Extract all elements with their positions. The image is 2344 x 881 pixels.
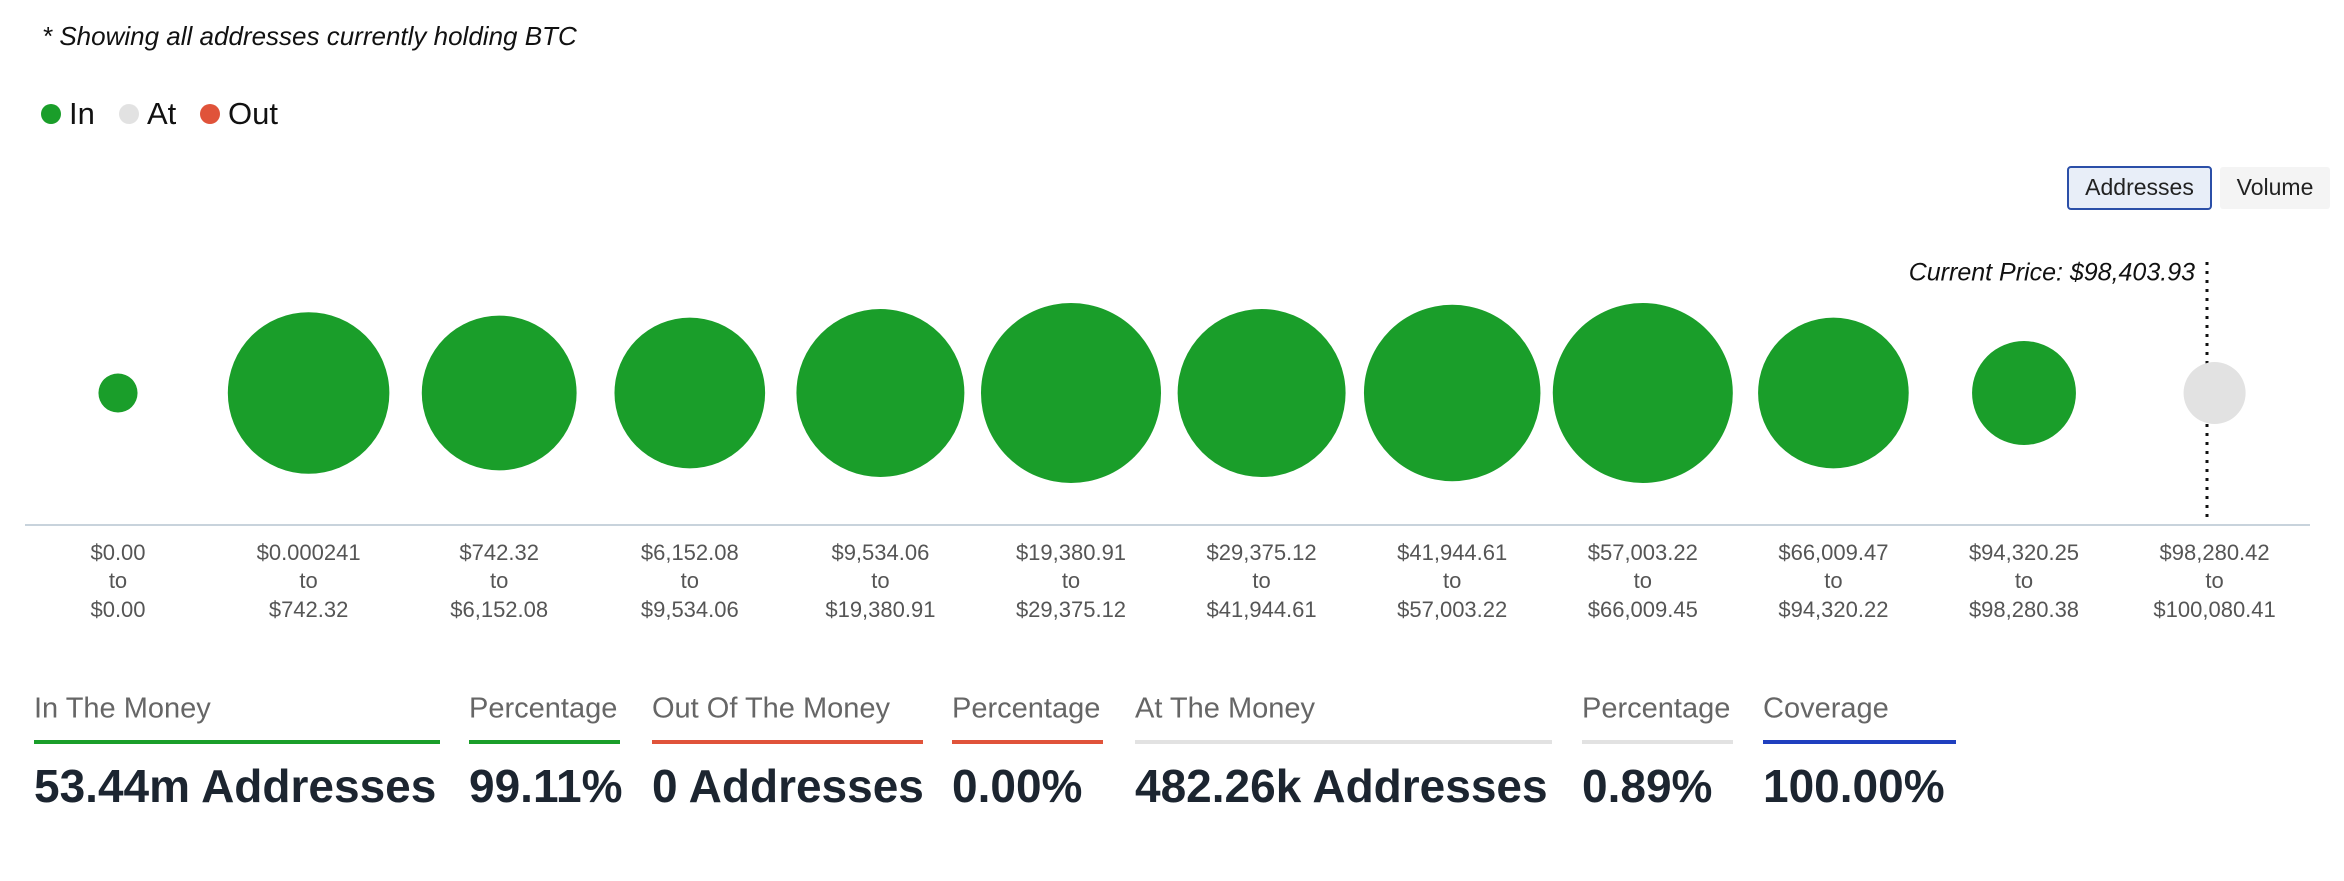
range-to: $100,080.41 — [2153, 597, 2275, 622]
legend-dot — [200, 104, 220, 124]
stat-label: Percentage — [1582, 693, 1730, 725]
stat-value: 0.00% — [952, 760, 1082, 812]
range-to: $6,152.08 — [450, 597, 548, 622]
range-from: $742.32 — [459, 540, 539, 565]
range-to: $9,534.06 — [641, 597, 739, 622]
stat-label: Out Of The Money — [652, 693, 891, 725]
range-word: to — [871, 568, 889, 593]
range-to: $98,280.38 — [1969, 597, 2079, 622]
range-from: $41,944.61 — [1397, 540, 1507, 565]
toggle-button[interactable] — [2067, 166, 2212, 210]
note: * Showing all addresses currently holdin… — [42, 21, 577, 51]
range-to: $19,380.91 — [825, 597, 935, 622]
range-from: $57,003.22 — [1588, 540, 1698, 565]
stat-underline — [469, 740, 620, 744]
legend-label: At — [147, 96, 177, 131]
range-word: to — [1824, 568, 1842, 593]
stat-value: 0.89% — [1582, 760, 1712, 812]
bubble — [796, 309, 965, 477]
range-to: $41,944.61 — [1207, 597, 1317, 622]
range-from: $66,009.47 — [1778, 540, 1888, 565]
stat-underline — [652, 740, 923, 744]
stat-label: Coverage — [1763, 693, 1889, 725]
stat-underline — [1135, 740, 1552, 744]
stat-value: 99.11% — [469, 760, 622, 812]
stat-label: In The Money — [34, 693, 211, 725]
legend-dot — [119, 104, 139, 124]
bubble — [1758, 317, 1909, 469]
range-to: $742.32 — [269, 597, 349, 622]
range-word: to — [490, 568, 508, 593]
range-to: $29,375.12 — [1016, 597, 1126, 622]
current-price: Current Price: $98,403.93 — [1909, 259, 2195, 287]
range-word: to — [1062, 568, 1080, 593]
legend-dot — [41, 104, 61, 124]
range-word: to — [109, 568, 127, 593]
range-from: $9,534.06 — [831, 540, 929, 565]
range-from: $0.00 — [90, 540, 145, 565]
range-word: to — [1443, 568, 1461, 593]
stat-underline — [1763, 740, 1956, 744]
bubble — [1552, 302, 1733, 484]
stat-value: 53.44m Addresses — [34, 760, 436, 812]
stat-value: 482.26k Addresses — [1135, 760, 1548, 812]
toggle-button[interactable] — [2220, 167, 2330, 209]
range-word: to — [1634, 568, 1652, 593]
range-from: $94,320.25 — [1969, 540, 2079, 565]
range-word: to — [2015, 568, 2033, 593]
stat-underline — [952, 740, 1103, 744]
bubble — [980, 302, 1162, 484]
stat-underline — [1582, 740, 1733, 744]
bubble — [614, 317, 766, 469]
legend-label: In — [69, 96, 95, 131]
stat-value: 100.00% — [1763, 760, 1945, 812]
range-word: to — [2205, 568, 2223, 593]
bubble — [1177, 309, 1346, 477]
range-to: $66,009.45 — [1588, 597, 1698, 622]
range-to: $94,320.22 — [1778, 597, 1888, 622]
bubble — [2183, 361, 2246, 425]
stat-label: Percentage — [952, 693, 1100, 725]
stat-value: 0 Addresses — [652, 760, 924, 812]
stat-underline — [34, 740, 440, 744]
stat-label: Percentage — [469, 693, 617, 725]
toggle-label[interactable]: Volume — [2237, 174, 2314, 200]
range-from: $29,375.12 — [1207, 540, 1317, 565]
range-word: to — [1252, 568, 1270, 593]
legend-label: Out — [228, 96, 278, 131]
bubble — [98, 373, 138, 413]
range-from: $6,152.08 — [641, 540, 739, 565]
range-to: $57,003.22 — [1397, 597, 1507, 622]
range-from: $19,380.91 — [1016, 540, 1126, 565]
range-from: $98,280.42 — [2160, 540, 2270, 565]
range-to: $0.00 — [90, 597, 145, 622]
stat-label: At The Money — [1135, 693, 1316, 725]
bubble — [421, 315, 577, 471]
bubble — [227, 312, 390, 474]
toggle-label[interactable]: Addresses — [2085, 174, 2194, 200]
range-word: to — [681, 568, 699, 593]
range-word: to — [299, 568, 317, 593]
bubble — [1972, 341, 2076, 445]
bubble — [1363, 304, 1541, 482]
range-from: $0.000241 — [257, 540, 361, 565]
